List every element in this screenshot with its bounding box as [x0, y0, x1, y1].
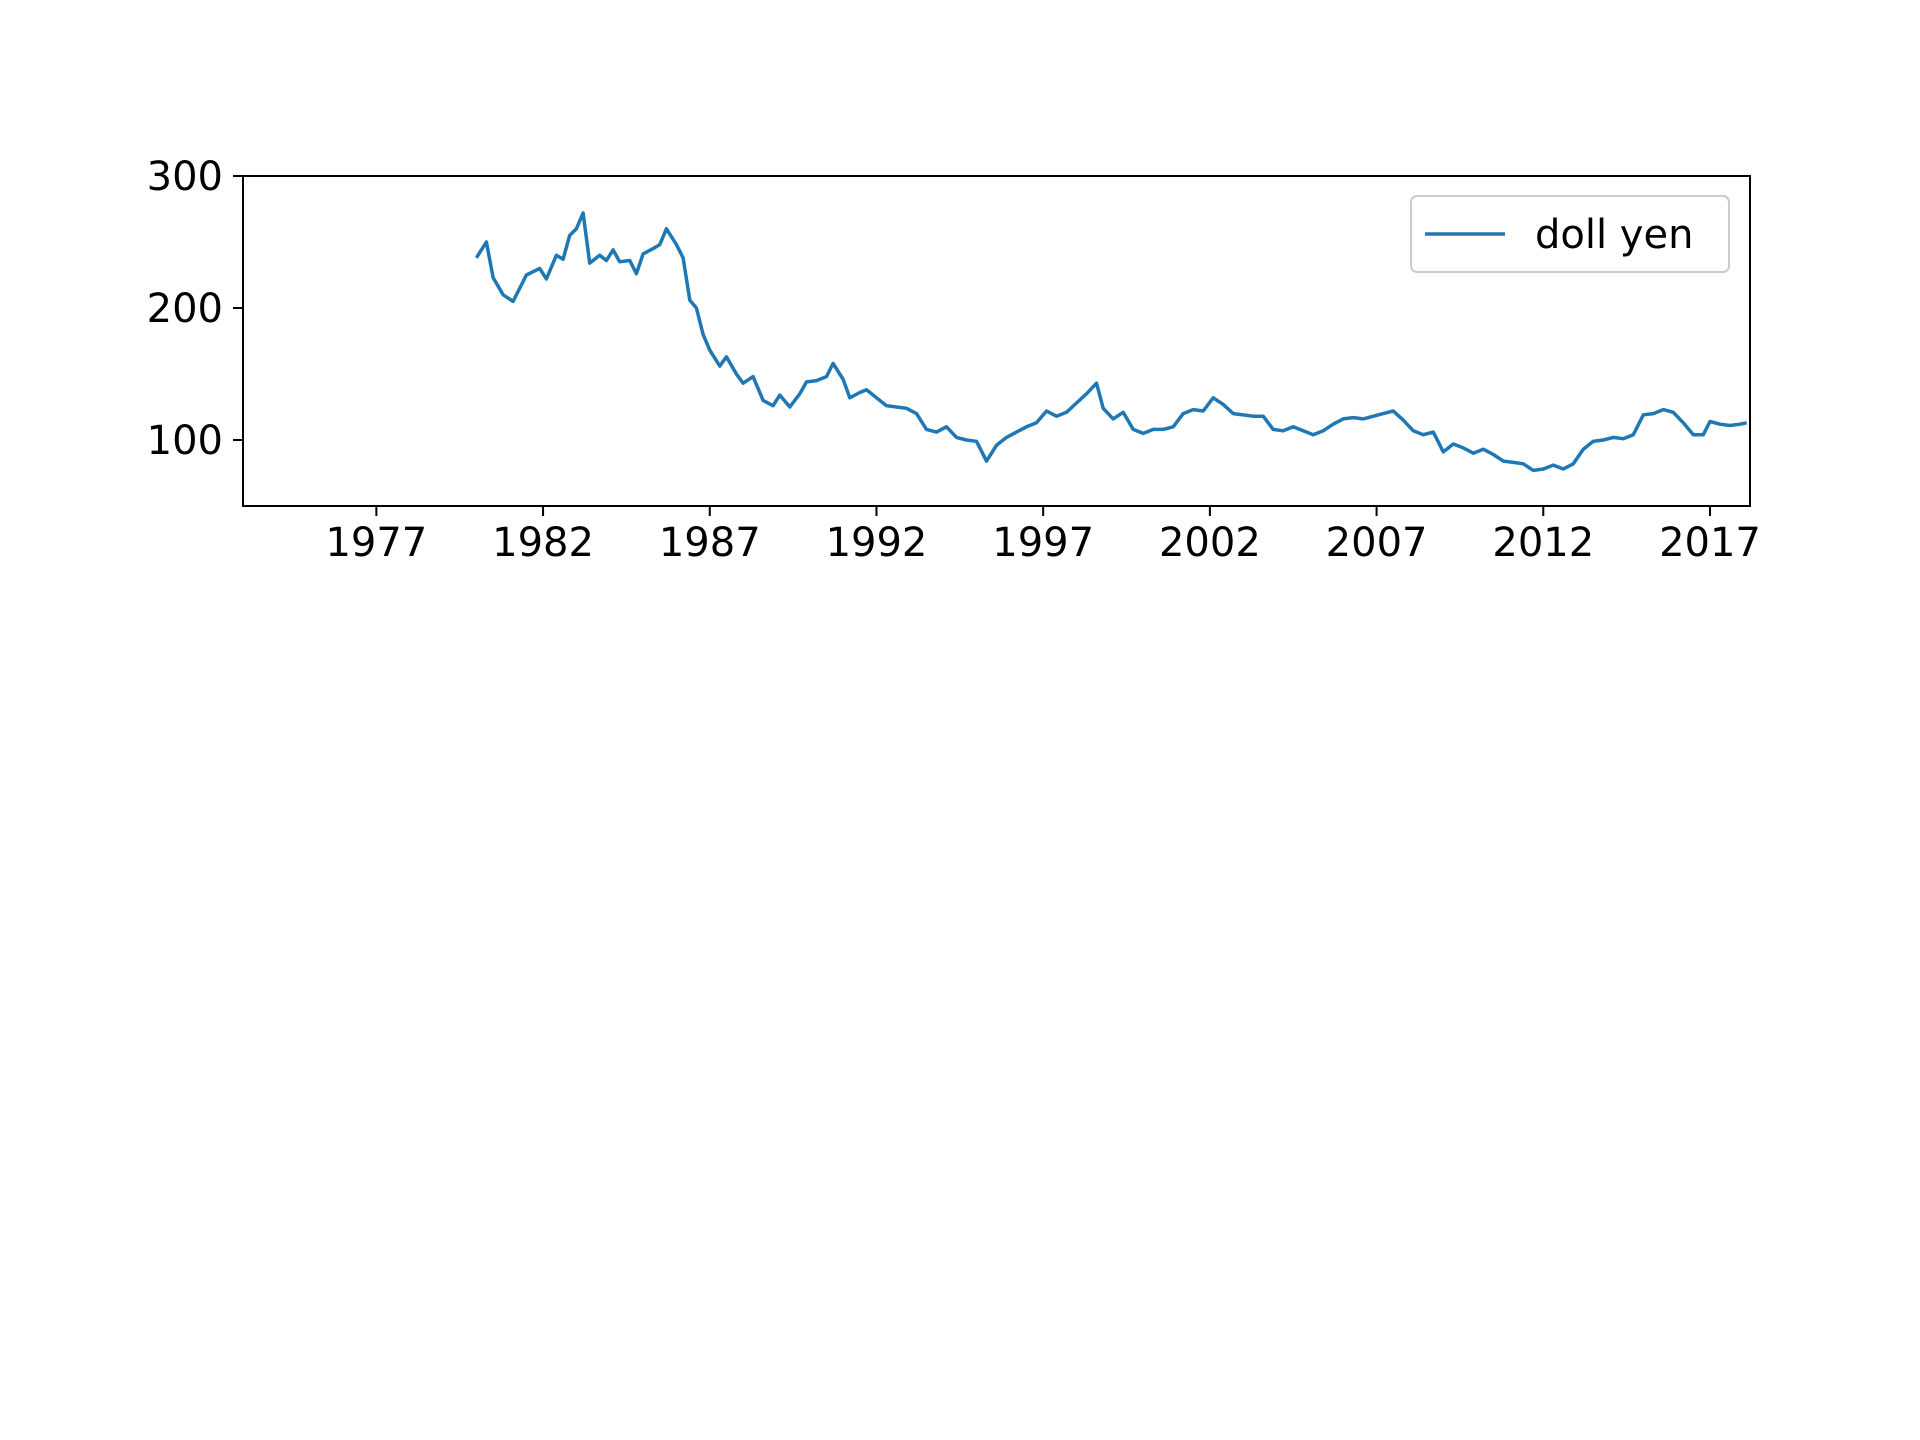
legend-box	[1410, 195, 1730, 273]
plot-area	[242, 175, 1751, 507]
x-axis: 1977 1982 1987 1992 1997 2002 2007 2012 2017	[325, 506, 1761, 566]
series-line-0	[474, 211, 1748, 473]
plot-frame	[242, 175, 1751, 507]
x-tick-label: 1977	[325, 520, 427, 566]
y-tick-label: 300	[147, 154, 223, 200]
x-tick-label: 1992	[826, 520, 928, 566]
y-tick-label: 100	[147, 418, 223, 464]
legend: doll yen	[1410, 195, 1730, 273]
x-tick-label: 2007	[1326, 520, 1428, 566]
x-tick-label: 2017	[1659, 520, 1761, 566]
legend-label-0: doll yen	[1535, 212, 1693, 258]
y-tick-label: 200	[147, 286, 223, 332]
x-tick-label: 1982	[492, 520, 594, 566]
x-tick-label: 2012	[1492, 520, 1594, 566]
x-tick-label: 1987	[659, 520, 761, 566]
x-tick-label: 1997	[992, 520, 1094, 566]
y-axis: 100 200 300	[147, 154, 243, 464]
x-tick-label: 2002	[1159, 520, 1261, 566]
